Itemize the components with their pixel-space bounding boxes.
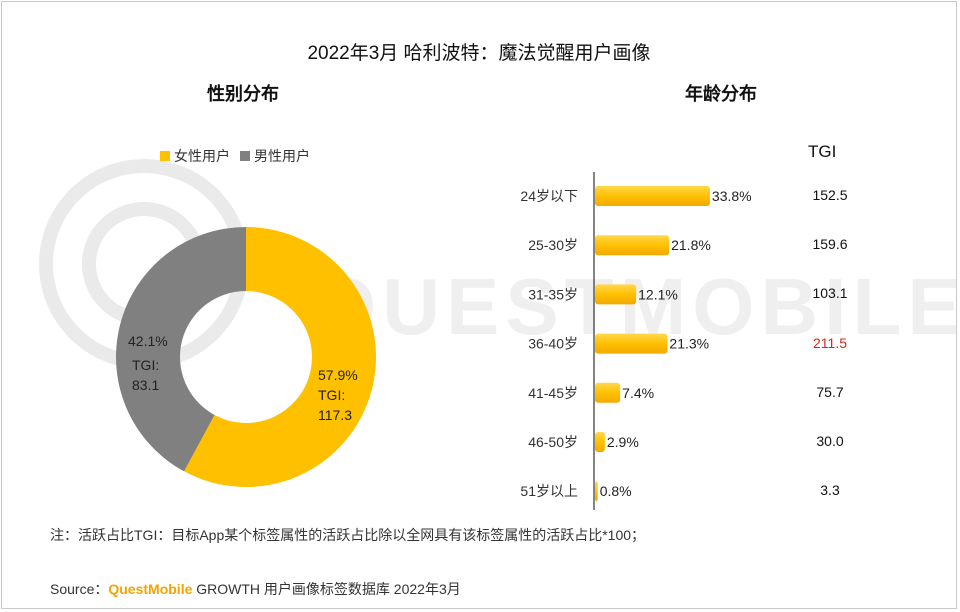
legend-swatch-female <box>160 151 170 161</box>
tgi-value: 159.6 <box>812 236 848 253</box>
female-pct-label: 57.9% <box>318 367 358 383</box>
age-subtitle: 年龄分布 <box>685 84 757 104</box>
source-brand: QuestMobile <box>108 581 193 597</box>
legend-label-male: 男性用户 <box>254 148 310 164</box>
age-bar <box>595 481 598 502</box>
legend-label-female: 女性用户 <box>174 148 230 164</box>
source-text: GROWTH 用户画像标签数据库 2022年3月 <box>192 581 461 597</box>
age-value-label: 2.9% <box>607 434 639 450</box>
age-category-label: 46-50岁 <box>528 434 578 450</box>
age-value-label: 0.8% <box>600 483 632 499</box>
footnote: 注：活跃占比TGI：目标App某个标签属性的活跃占比除以全网具有该标签属性的活跃… <box>50 527 646 543</box>
age-value-label: 21.3% <box>669 336 709 352</box>
age-category-label: 51岁以上 <box>520 483 578 499</box>
tgi-value: 30.0 <box>816 433 844 449</box>
legend-item-male: 男性用户 <box>240 146 310 166</box>
age-bar <box>595 284 637 305</box>
age-bar <box>595 186 710 206</box>
age-bar <box>595 382 621 403</box>
age-bar <box>595 432 605 452</box>
source-prefix: Source： <box>50 581 109 597</box>
age-category-label: 25-30岁 <box>528 237 578 253</box>
female-tgi-value: 117.3 <box>318 407 352 423</box>
male-tgi-label: TGI: <box>132 357 159 373</box>
female-tgi-label: TGI: <box>318 387 345 403</box>
gender-legend: 女性用户 男性用户 <box>160 146 310 166</box>
source-line: Source：QuestMobile GROWTH 用户画像标签数据库 2022… <box>50 579 461 599</box>
donut-slice-female <box>184 227 377 487</box>
age-bar <box>595 333 668 354</box>
tgi-value: 75.7 <box>816 383 844 400</box>
age-value-label: 21.8% <box>671 237 711 253</box>
gender-subtitle: 性别分布 <box>207 84 279 104</box>
legend-item-female: 女性用户 <box>160 146 230 166</box>
age-bar <box>595 235 670 256</box>
age-category-label: 31-35岁 <box>528 286 578 302</box>
tgi-value: 152.5 <box>812 187 848 203</box>
male-pct-label: 42.1% <box>128 333 168 349</box>
tgi-value: 3.3 <box>820 482 840 499</box>
male-tgi-value: 83.1 <box>132 377 159 393</box>
age-category-label: 36-40岁 <box>528 336 578 352</box>
tgi-value: 103.1 <box>812 285 848 302</box>
legend-swatch-male <box>240 151 250 161</box>
age-value-label: 12.1% <box>638 286 678 302</box>
age-value-label: 7.4% <box>622 385 654 401</box>
age-category-label: 24岁以下 <box>520 188 578 204</box>
age-value-label: 33.8% <box>712 188 752 204</box>
age-category-label: 41-45岁 <box>528 385 578 401</box>
tgi-header: TGI <box>808 142 837 161</box>
donut-slice-male <box>116 227 247 472</box>
tgi-value: 211.5 <box>813 334 847 351</box>
chart-title: 2022年3月 哈利波特：魔法觉醒用户画像 <box>307 43 651 64</box>
